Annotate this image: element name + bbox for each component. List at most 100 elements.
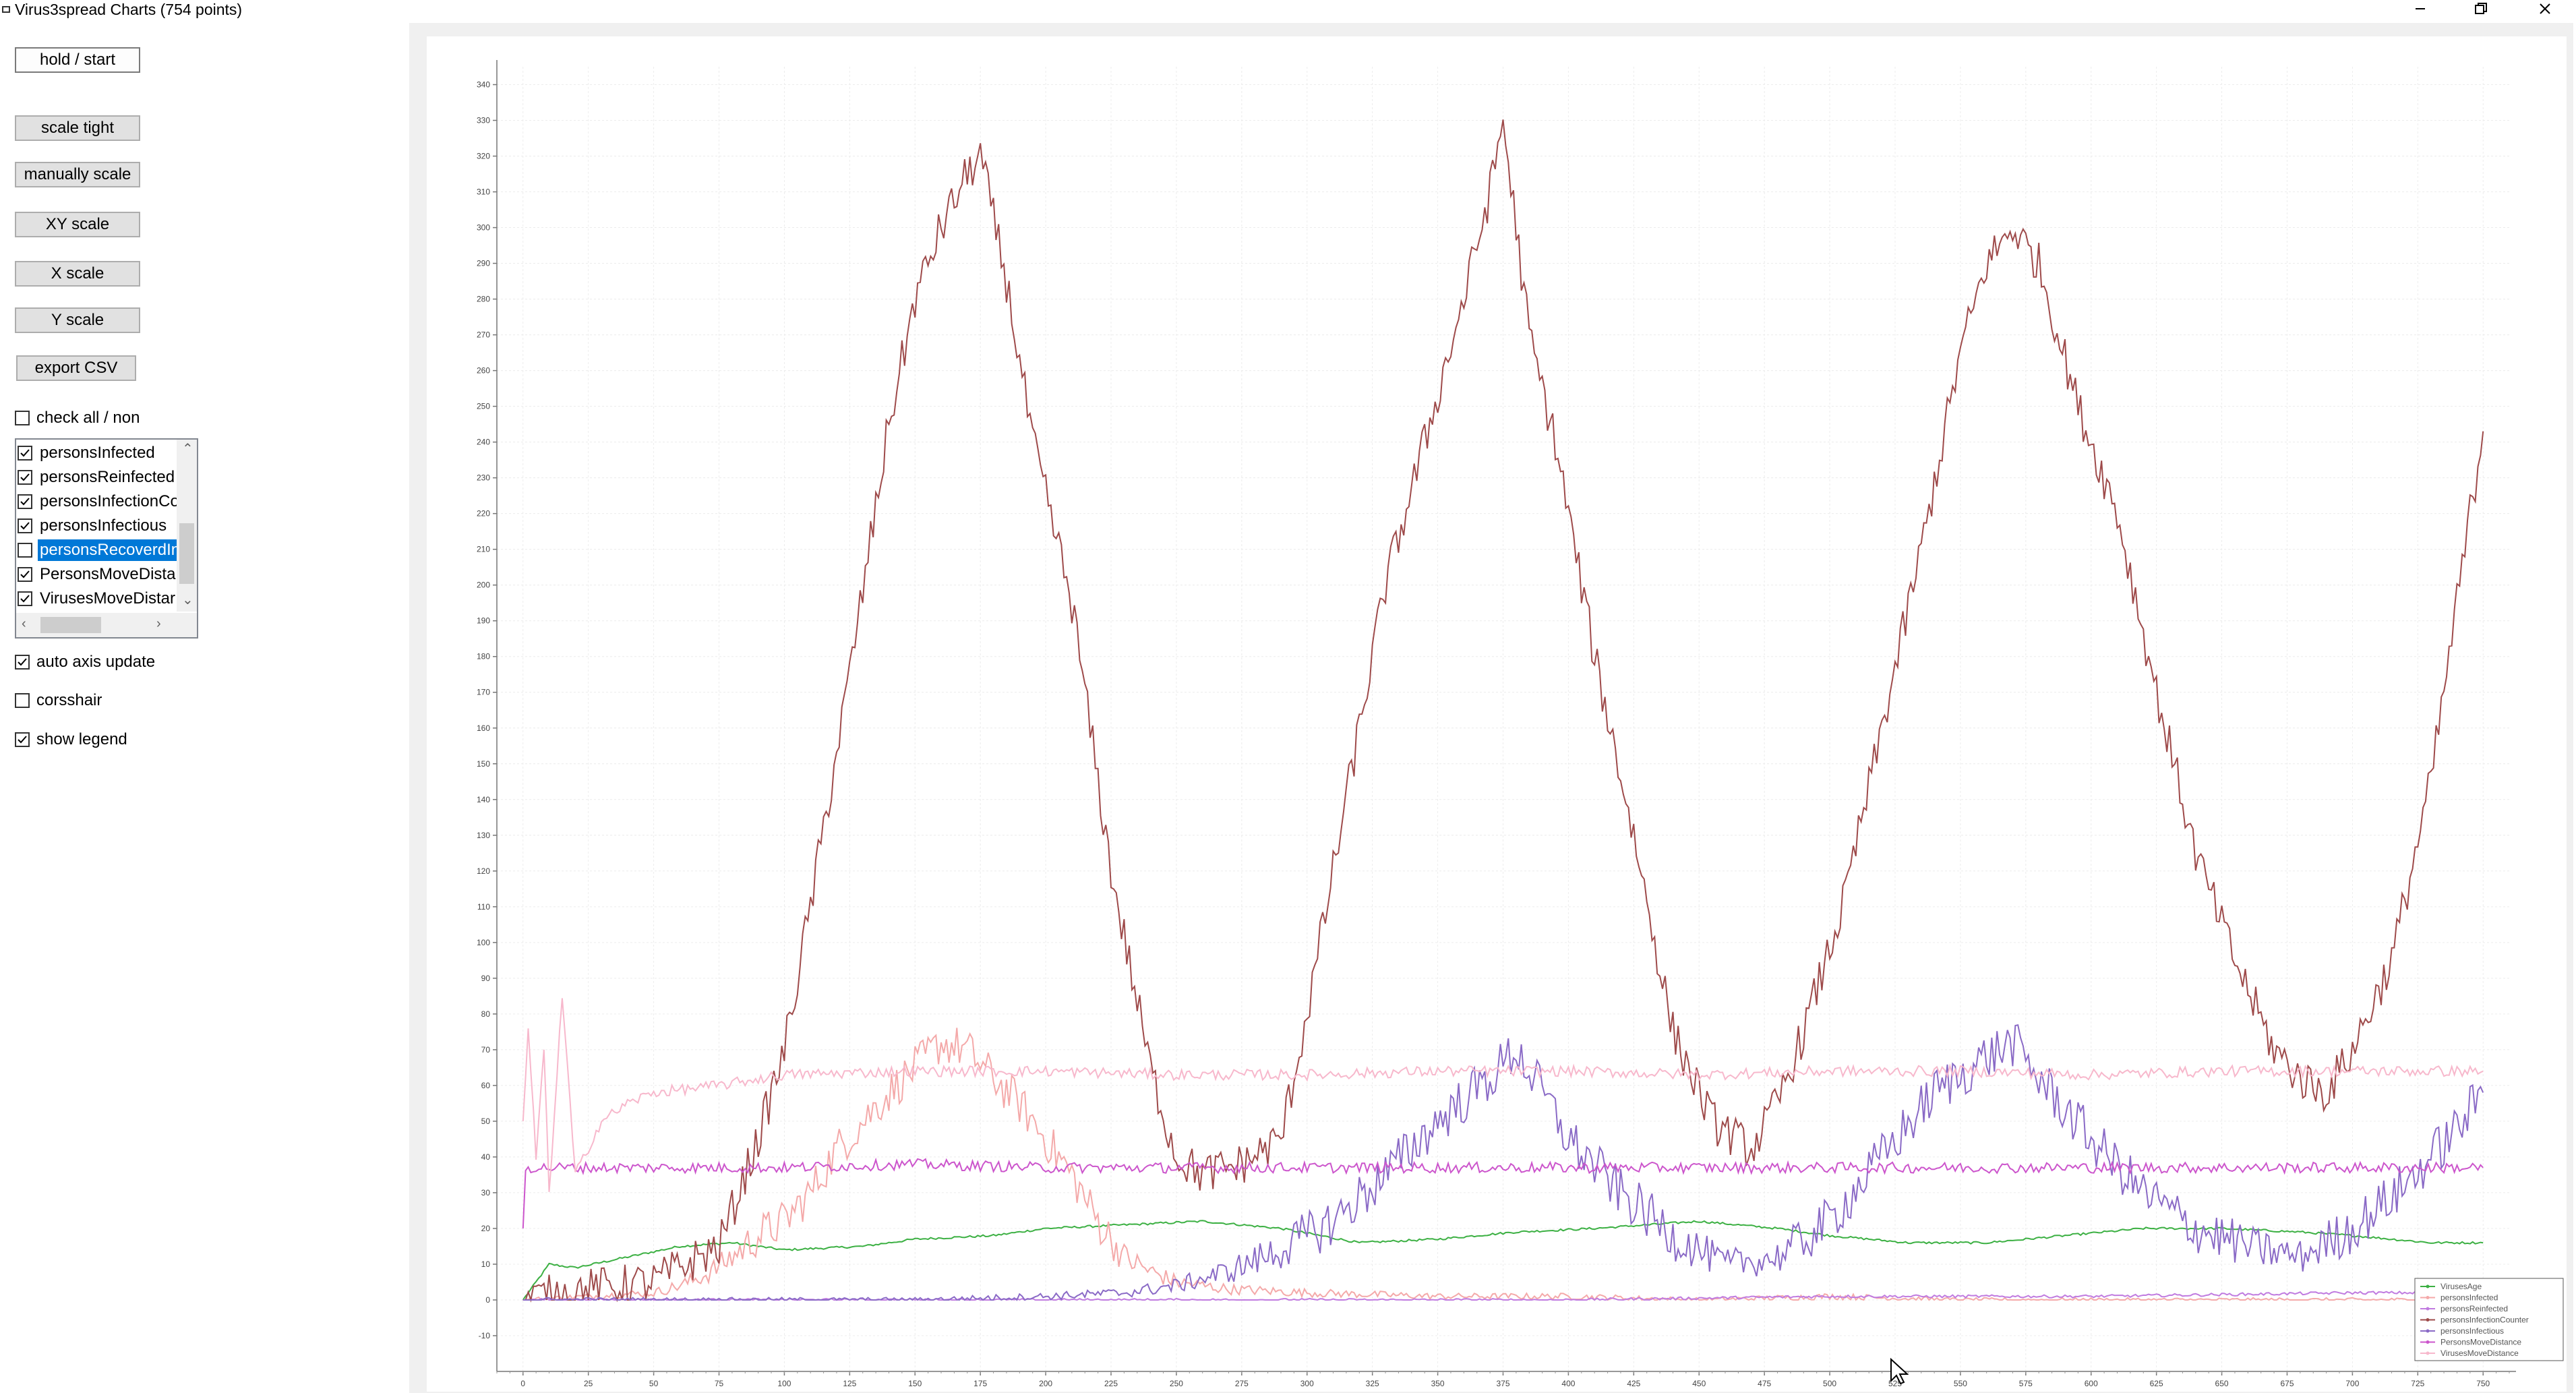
x-tick-label: 125	[843, 1379, 856, 1388]
y-tick-label: 210	[477, 545, 490, 554]
vertical-scroll-thumb[interactable]	[179, 523, 194, 584]
scroll-up-icon[interactable]: ⌃	[182, 442, 193, 456]
series-list-item[interactable]: VirusesMoveDistar	[16, 587, 177, 611]
x-tick-label: 25	[584, 1379, 593, 1388]
scroll-left-icon[interactable]: ‹	[22, 616, 26, 631]
auto-axis-update-checkbox[interactable]: auto axis update	[15, 651, 155, 673]
x-tick-label: 675	[2280, 1379, 2294, 1388]
legend-marker	[2426, 1307, 2430, 1311]
series-list-item[interactable]: personsReinfected	[16, 465, 177, 490]
series-checkbox[interactable]	[18, 591, 32, 606]
legend-label: personsInfectious	[2440, 1326, 2504, 1336]
auto-axis-update-label: auto axis update	[36, 653, 156, 671]
x-tick-label: 725	[2411, 1379, 2424, 1388]
mouse-cursor-icon	[1890, 1358, 1909, 1385]
x-tick-label: 600	[2085, 1379, 2098, 1388]
series-list-item[interactable]: PersonsMoveDistar	[16, 562, 177, 587]
chart-panel[interactable]: -10 0 10 20 30 40 50 60 70 80 90 100 110 120 130 140 150…	[409, 23, 2573, 1393]
x-tick-label: 625	[2150, 1379, 2163, 1388]
close-icon	[2540, 3, 2550, 14]
x-tick-label: 275	[1235, 1379, 1249, 1388]
series-line	[522, 1157, 2484, 1228]
y-tick-label: 70	[481, 1045, 491, 1055]
line-chart[interactable]: -10 0 10 20 30 40 50 60 70 80 90 100 110 120 130 140 150…	[409, 23, 2573, 1393]
close-button[interactable]	[2521, 0, 2569, 18]
checkmark-icon	[18, 658, 27, 666]
y-tick-label: 180	[477, 652, 490, 661]
scroll-right-icon[interactable]: ›	[156, 616, 161, 631]
hold-start-button[interactable]: hold / start	[15, 47, 140, 73]
crosshair-checkbox[interactable]: corsshair	[15, 690, 102, 711]
restore-button[interactable]	[2457, 0, 2505, 18]
y-tick-label: 160	[477, 723, 490, 733]
scroll-down-icon[interactable]: ⌄	[182, 593, 193, 607]
y-tick-label: 10	[481, 1259, 491, 1269]
series-listbox[interactable]: personsInfected personsReinfected personsI…	[15, 438, 198, 639]
legend-label: PersonsMoveDistance	[2440, 1338, 2521, 1347]
y-tick-label: 80	[481, 1009, 491, 1019]
x-tick-label: 650	[2215, 1379, 2229, 1388]
y-scale-button[interactable]: Y scale	[15, 307, 140, 333]
checkbox-box[interactable]	[15, 693, 30, 708]
y-tick-label: 0	[485, 1295, 490, 1305]
series-list-item[interactable]: personsInfectionCo	[16, 490, 177, 514]
horizontal-scrollbar[interactable]: ‹ ›	[16, 613, 197, 637]
y-tick-label: 200	[477, 581, 490, 590]
series-checkbox[interactable]	[18, 494, 32, 509]
x-tick-label: 50	[649, 1379, 659, 1388]
series-checkbox[interactable]	[18, 470, 32, 485]
checkmark-icon	[20, 498, 30, 506]
checkmark-icon	[20, 473, 30, 481]
y-tick-label: 120	[477, 866, 490, 876]
series-checkbox[interactable]	[18, 518, 32, 533]
x-scale-button[interactable]: X scale	[15, 261, 140, 287]
chart-legend	[2414, 1278, 2564, 1361]
legend-marker	[2426, 1284, 2430, 1288]
y-tick-label: 250	[477, 402, 490, 411]
series-checkbox[interactable]	[18, 543, 32, 558]
manually-scale-button[interactable]: manually scale	[15, 162, 140, 187]
series-list-item[interactable]: personsInfected	[16, 441, 177, 465]
y-tick-label: 170	[477, 688, 490, 697]
series-list-item[interactable]: personsInfectious	[16, 514, 177, 538]
scale-tight-button[interactable]: scale tight	[15, 115, 140, 141]
legend-marker	[2426, 1329, 2430, 1333]
x-tick-label: 150	[908, 1379, 922, 1388]
minimize-button[interactable]	[2397, 0, 2444, 18]
x-tick-label: 400	[1561, 1379, 1575, 1388]
y-tick-label: 330	[477, 116, 490, 125]
legend-marker	[2426, 1318, 2430, 1322]
checkmark-icon	[20, 522, 30, 530]
y-tick-label: 40	[481, 1152, 491, 1162]
series-list-label: personsReinfected	[40, 468, 175, 486]
horizontal-scroll-thumb[interactable]	[40, 617, 101, 633]
check-all-checkbox[interactable]: check all / non	[15, 407, 140, 429]
checkmark-icon	[20, 595, 30, 603]
check-all-label: check all / non	[36, 409, 140, 427]
checkmark-icon	[20, 449, 30, 457]
x-tick-label: 500	[1823, 1379, 1836, 1388]
y-tick-label: 140	[477, 795, 490, 804]
y-tick-label: 340	[477, 80, 490, 90]
show-legend-checkbox[interactable]: show legend	[15, 729, 127, 750]
series-checkbox[interactable]	[18, 567, 32, 582]
series-checkbox[interactable]	[18, 446, 32, 461]
vertical-scrollbar[interactable]: ⌃ ⌄	[177, 440, 197, 612]
app-icon	[2, 6, 10, 13]
series-list-item[interactable]: personsRecoverdIn	[16, 538, 177, 562]
legend-label: personsInfected	[2440, 1293, 2498, 1303]
y-tick-label: 30	[481, 1188, 491, 1197]
y-tick-label: 270	[477, 330, 490, 340]
export-csv-button[interactable]: export CSV	[16, 355, 136, 381]
x-tick-label: 700	[2345, 1379, 2359, 1388]
legend-marker	[2426, 1296, 2430, 1299]
series-list-label: personsInfected	[40, 444, 155, 462]
xy-scale-button[interactable]: XY scale	[15, 212, 140, 237]
checkbox-box[interactable]	[15, 732, 30, 747]
legend-label: VirusesAge	[2440, 1282, 2482, 1291]
checkbox-box[interactable]	[15, 411, 30, 425]
x-tick-label: 325	[1366, 1379, 1379, 1388]
y-tick-label: 90	[481, 974, 491, 983]
series-line	[522, 998, 2484, 1192]
checkbox-box[interactable]	[15, 655, 30, 670]
